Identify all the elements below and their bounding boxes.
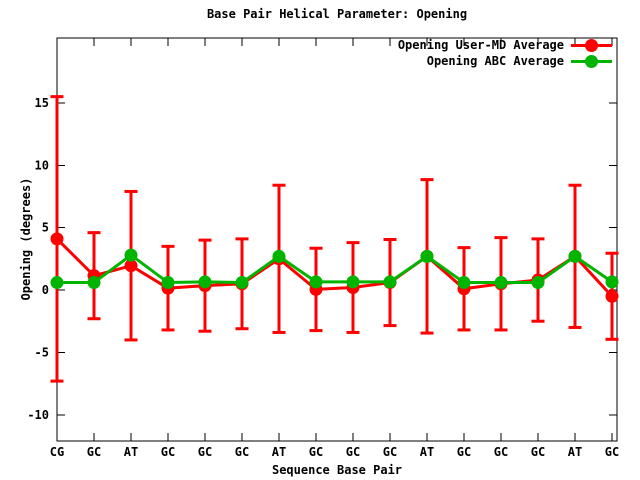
x-axis-label: Sequence Base Pair [271, 463, 403, 477]
legend-line-sample-green [571, 54, 612, 68]
x-tick-label: GC [457, 445, 471, 459]
data-point-marker [383, 275, 397, 289]
series-line [57, 253, 613, 285]
y-tick-label: 10 [35, 158, 49, 172]
data-point-marker [420, 249, 434, 263]
data-point-marker [346, 275, 360, 289]
data-point-marker [198, 275, 212, 289]
data-point-marker [124, 248, 138, 262]
data-point-marker [568, 249, 582, 263]
legend-item-abc: Opening ABC Average [398, 53, 612, 69]
data-point-marker [272, 249, 286, 263]
chart-title: Base Pair Helical Parameter: Opening [206, 7, 468, 21]
series-user-md [50, 95, 619, 383]
data-point-marker [494, 276, 508, 290]
x-tick-label: GC [346, 445, 360, 459]
x-tick-label: GC [235, 445, 249, 459]
y-tick-label: 15 [35, 96, 49, 110]
legend: Opening User-MD Average Opening ABC Aver… [398, 37, 612, 69]
y-axis-label: Opening (degrees) [19, 177, 33, 301]
x-tick-label: CG [50, 445, 64, 459]
data-point-marker [531, 276, 545, 290]
data-point-marker [50, 232, 64, 246]
y-tick-label: 0 [42, 283, 49, 297]
y-tick-label: -5 [35, 345, 49, 359]
data-point-marker [457, 276, 471, 290]
x-tick-label: GC [494, 445, 508, 459]
series-abc [50, 248, 619, 290]
legend-marker-red [585, 38, 598, 52]
x-tick-label: AT [272, 445, 286, 459]
y-tick-label: 5 [42, 221, 49, 235]
data-point-marker [309, 275, 323, 289]
legend-label-abc: Opening ABC Average [426, 54, 564, 68]
legend-label-user-md: Opening User-MD Average [397, 38, 564, 52]
x-tick-label: GC [87, 445, 101, 459]
x-tick-label: AT [420, 445, 434, 459]
x-tick-label: GC [605, 445, 619, 459]
data-point-marker [605, 289, 619, 303]
axes: 15 10 5 0 -5 -10 CG GC AT GC GC GC AT GC GC GC AT GC GC GC A… [27, 37, 619, 459]
y-tick-label: -10 [27, 408, 49, 422]
x-tick-label: GC [161, 445, 175, 459]
data-point-marker [87, 276, 101, 290]
legend-item-user-md: Opening User-MD Average [398, 37, 612, 53]
x-tick-label: GC [309, 445, 323, 459]
x-tick-label: GC [531, 445, 545, 459]
data-point-marker [235, 276, 249, 290]
data-point-marker [605, 275, 619, 289]
x-tick-label: AT [124, 445, 138, 459]
x-tick-label: AT [568, 445, 582, 459]
data-point-marker [124, 259, 138, 273]
legend-line-sample-red [571, 38, 612, 52]
x-tick-label: GC [198, 445, 212, 459]
x-tick-label: GC [383, 445, 397, 459]
data-point-marker [50, 276, 64, 290]
legend-marker-green [585, 54, 598, 68]
series-line [55, 237, 614, 298]
data-point-marker [161, 276, 175, 290]
